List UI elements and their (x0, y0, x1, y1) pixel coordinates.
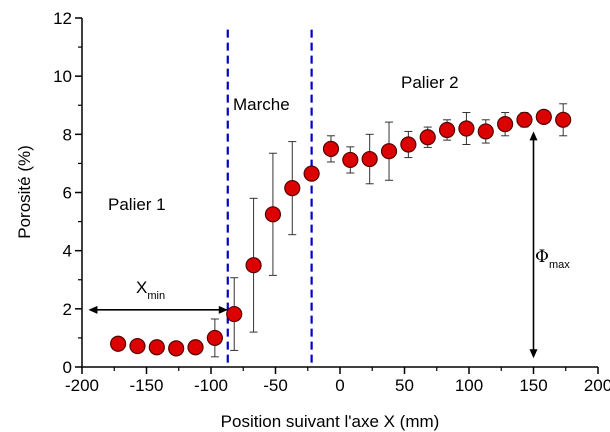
data-point (168, 340, 185, 357)
data-point (400, 136, 417, 153)
x-tick-label: 150 (519, 376, 547, 395)
data-point (322, 140, 340, 157)
data-point (303, 165, 320, 182)
data-point (497, 116, 514, 133)
data-point (458, 120, 475, 137)
data-point (555, 111, 572, 128)
phimax-arrow-head (529, 349, 538, 359)
data-point (187, 339, 204, 356)
phimax-label: Φmax (535, 247, 570, 271)
x-tick-label: 200 (584, 376, 610, 395)
x-tick-label: 0 (335, 376, 344, 395)
y-axis-title: Porosité (%) (15, 145, 34, 239)
x-axis-title: Position suivant l'axe X (mm) (221, 412, 440, 431)
data-point (380, 143, 398, 160)
data-point (284, 180, 301, 197)
data-point (342, 151, 359, 169)
phimax-arrow-head (529, 131, 538, 141)
data-point (535, 108, 552, 125)
x-tick-label: 100 (455, 376, 483, 395)
marche-label: Marche (233, 95, 290, 114)
xmin-label: Xmin (136, 278, 165, 302)
y-tick-label: 10 (53, 67, 72, 86)
data-point (516, 111, 533, 128)
palier-2-label: Palier 2 (401, 73, 459, 92)
data-series (110, 103, 572, 358)
y-tick-label: 6 (63, 184, 72, 203)
xmin-arrow-head (88, 305, 98, 314)
data-point (148, 339, 165, 356)
x-tick-label: -100 (194, 376, 228, 395)
data-point (419, 129, 436, 146)
data-point (206, 329, 223, 347)
axes: -200 -150 -100 -50 0 50 100 150 200 0 2 4 6 8 10 12 (53, 9, 610, 395)
data-point (438, 121, 456, 139)
data-point (129, 337, 146, 355)
y-tick-label: 8 (63, 125, 72, 144)
data-point (110, 335, 127, 352)
palier-1-label: Palier 1 (108, 195, 166, 214)
data-point (245, 257, 262, 274)
annotations: Palier 1 Marche Palier 2 Xmin Φmax (88, 73, 570, 359)
x-tick-label: 50 (395, 376, 414, 395)
data-point (226, 305, 243, 323)
x-tick-label: -200 (65, 376, 99, 395)
data-point (361, 150, 378, 168)
x-tick-label: -50 (263, 376, 288, 395)
y-tick-label: 2 (63, 300, 72, 319)
y-tick-label: 0 (63, 358, 72, 377)
data-point (477, 123, 494, 140)
x-tick-label: -150 (129, 376, 163, 395)
axis-labels: Position suivant l'axe X (mm) Porosité (… (15, 145, 439, 431)
xmin-arrow-head (218, 305, 228, 314)
y-tick-label: 4 (63, 242, 72, 261)
y-tick-label: 12 (53, 9, 72, 28)
data-point (264, 206, 282, 223)
